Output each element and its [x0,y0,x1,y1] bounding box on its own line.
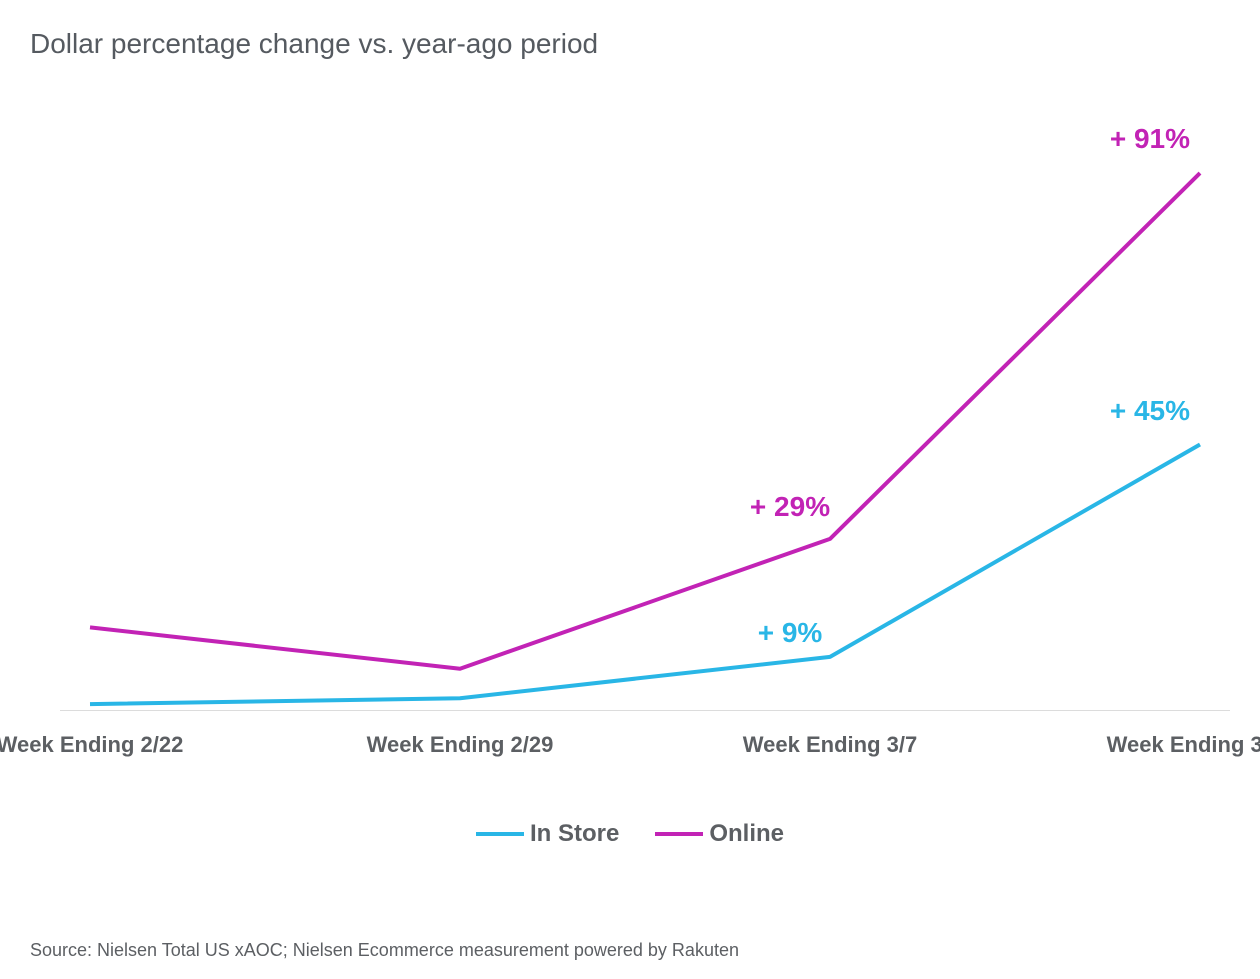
x-axis-label: Week Ending 2/29 [367,732,554,758]
line-series-1 [90,173,1200,669]
data-point-label: + 9% [758,617,823,649]
chart-legend: In Store Online [0,820,1260,848]
legend-swatch [655,832,703,836]
x-axis-label: Week Ending 3/7 [743,732,917,758]
chart-title: Dollar percentage change vs. year-ago pe… [30,28,598,60]
legend-label: In Store [530,820,619,848]
chart-container: Dollar percentage change vs. year-ago pe… [0,0,1260,979]
chart-baseline [60,710,1230,711]
chart-source: Source: Nielsen Total US xAOC; Nielsen E… [30,940,739,961]
x-axis-label: Week Ending 3/14 [1107,732,1260,758]
legend-item: In Store [476,820,619,848]
legend-item: Online [655,820,784,848]
legend-label: Online [709,820,784,848]
data-point-label: + 29% [750,491,830,523]
chart-svg [30,90,1230,790]
data-point-label: + 91% [1110,123,1190,155]
data-point-label: + 45% [1110,395,1190,427]
legend-swatch [476,832,524,836]
line-series-0 [90,445,1200,705]
x-axis-label: Week Ending 2/22 [0,732,183,758]
chart-plot-area: Week Ending 2/22Week Ending 2/29Week End… [30,90,1230,790]
